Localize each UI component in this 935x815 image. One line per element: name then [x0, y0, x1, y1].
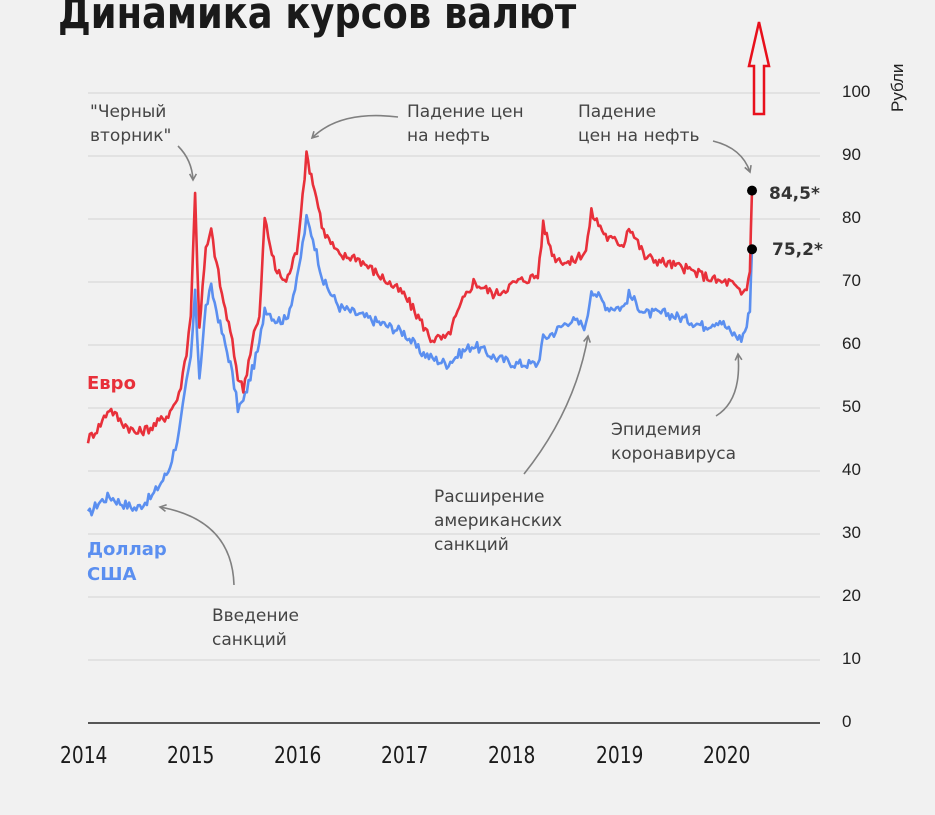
- annotation-line: коронавируса: [611, 444, 737, 464]
- annotation-sanctions: Введение санкций: [212, 604, 299, 652]
- annotation-line: Падение: [578, 102, 657, 122]
- annotation-line: санкций: [434, 535, 509, 555]
- y-tick-label: 30: [842, 523, 861, 542]
- y-tick-label: 20: [842, 586, 861, 605]
- x-tick-label: 2014: [60, 743, 108, 769]
- x-tick-label: 2019: [595, 743, 643, 769]
- annotation-oil-2020: Падение цен на нефть: [578, 100, 700, 148]
- annotation-line: санкций: [212, 630, 287, 650]
- annotation-covid: Эпидемия коронавируса: [611, 418, 736, 466]
- end-point-marker: [747, 244, 758, 255]
- annotation-line: Эпидемия: [611, 420, 702, 440]
- dollar-line: [86, 213, 754, 517]
- chart-title: Динамика курсов валют: [58, 0, 577, 39]
- end-point-marker: [747, 185, 758, 196]
- legend-dollar: Доллар США: [87, 537, 167, 587]
- annotation-line: "Черный: [90, 102, 167, 122]
- series-lines: [86, 150, 754, 517]
- annotation-us-sanctions: Расширение американских санкций: [434, 485, 562, 557]
- y-tick-label: 60: [842, 334, 861, 353]
- y-tick-label: 0: [842, 712, 852, 731]
- red-up-arrow-icon: [747, 21, 771, 116]
- annotation-oil-2016: Падение цен на нефть: [407, 100, 524, 148]
- annotation-line: вторник": [90, 126, 172, 146]
- x-tick-label: 2020: [702, 743, 750, 769]
- y-tick-label: 10: [842, 649, 861, 668]
- annotation-line: Введение: [212, 606, 299, 626]
- dollar-end-value: 75,2*: [772, 240, 823, 260]
- annotation-line: Расширение: [434, 487, 545, 507]
- y-tick-label: 90: [842, 145, 861, 164]
- annotation-arrows: [158, 114, 752, 586]
- euro-end-value: 84,5*: [769, 184, 820, 204]
- y-axis-label: Рубли: [888, 63, 907, 112]
- annotation-line: цен на нефть: [578, 126, 700, 146]
- annotation-line: на нефть: [407, 126, 490, 146]
- annotation-line: американских: [434, 511, 563, 531]
- gridlines: [88, 92, 820, 661]
- x-tick-label: 2016: [274, 743, 322, 769]
- x-tick-label: 2018: [488, 743, 536, 769]
- legend-dollar-line1: Доллар: [87, 539, 167, 560]
- end-points: [747, 185, 758, 255]
- x-tick-label: 2015: [167, 743, 215, 769]
- y-tick-label: 100: [842, 82, 871, 101]
- y-tick-label: 80: [842, 208, 861, 227]
- y-tick-label: 70: [842, 271, 861, 290]
- annotation-black-tuesday: "Черный вторник": [90, 100, 171, 148]
- annotation-line: Падение цен: [407, 102, 524, 122]
- legend-euro: Евро: [87, 373, 136, 394]
- legend-dollar-line2: США: [87, 564, 137, 585]
- y-tick-label: 40: [842, 460, 861, 479]
- euro-line: [86, 150, 754, 444]
- y-tick-label: 50: [842, 397, 861, 416]
- x-tick-label: 2017: [381, 743, 429, 769]
